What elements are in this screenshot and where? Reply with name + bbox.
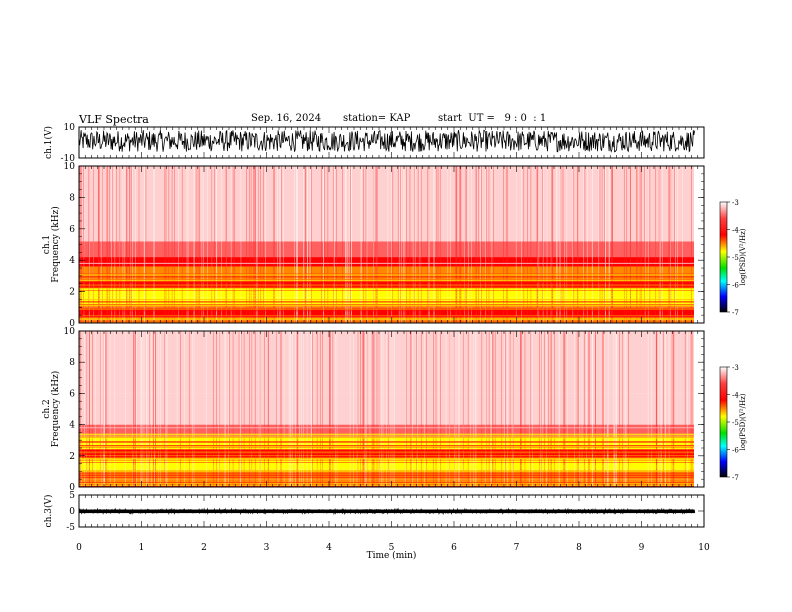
y-tick-label-0: 10 xyxy=(64,123,76,133)
colorbar-tick-label-1: -4 xyxy=(732,392,739,400)
y-axis-label: ch.1(V) xyxy=(43,126,54,159)
colorbar-1: -3 -4 -5 -6 -7 log(PSD)(V²/Hz) xyxy=(719,199,747,317)
colorbar-tick-label-2: -5 xyxy=(732,254,739,262)
y-ticks: 0 2 4 6 8 10 xyxy=(64,162,704,329)
y-tick-label-3: 6 xyxy=(69,225,75,235)
x-ticks xyxy=(78,166,705,323)
spectral-band-6 xyxy=(79,257,694,267)
y-ticks: 0 2 4 6 8 10 xyxy=(64,327,704,493)
y-tick-label-1: 2 xyxy=(69,452,75,462)
x-tick-label-1: 1 xyxy=(139,543,145,553)
y-tick-label-4: 8 xyxy=(69,358,75,368)
x-tick-label-6: 6 xyxy=(451,543,457,553)
y-tick-label-5: 10 xyxy=(64,162,76,172)
x-tick-label-0: 0 xyxy=(76,543,82,553)
spectral-band-0 xyxy=(79,316,694,323)
waveform-trace xyxy=(78,507,696,516)
x-ticks xyxy=(78,495,705,527)
x-tick-label-10: 10 xyxy=(698,543,710,553)
y-tick-label-1: -10 xyxy=(61,154,76,164)
colorbar-tick-label-0: -3 xyxy=(732,199,739,207)
x-ticks xyxy=(78,331,705,487)
colorbar-tick-label-2: -5 xyxy=(732,419,739,427)
spectral-band-8 xyxy=(79,166,694,242)
start-time-label: start UT = 9 : 0 : 1 xyxy=(438,113,547,124)
y-tick-label-1: 2 xyxy=(69,288,75,298)
colorbar-scale xyxy=(719,366,728,478)
ch1-waveform: 10 -10 ch.1(V) xyxy=(43,123,705,164)
x-tick-label-4: 4 xyxy=(326,543,332,553)
colorbar-scale xyxy=(719,201,728,313)
waveform-trace xyxy=(78,129,695,153)
y-tick-label-5: 10 xyxy=(64,327,76,337)
x-tick-label-7: 7 xyxy=(514,543,520,553)
x-ticks xyxy=(78,127,705,158)
y-axis-label-unit: Frequency (kHz) xyxy=(50,206,61,283)
colorbar-tick-label-4: -7 xyxy=(732,309,739,317)
ch1-spectrogram: 0 2 4 6 8 10 ch.1 Frequency (kHz) xyxy=(42,162,705,329)
date-label: Sep. 16, 2024 xyxy=(251,113,322,124)
x-axis-label: Time (min) xyxy=(367,550,417,561)
y-axis-label-unit: Frequency (kHz) xyxy=(50,371,61,448)
colorbar-tick-label-3: -6 xyxy=(732,447,739,455)
y-ticks: 5 0 -5 xyxy=(66,491,704,533)
spectral-texture xyxy=(79,331,694,488)
spectral-band-7 xyxy=(79,241,694,258)
y-ticks: 10 -10 xyxy=(61,123,704,164)
y-tick-label-2: 4 xyxy=(69,421,75,431)
ch2-spectrogram: 0 2 4 6 8 10 ch.2 Frequency (kHz) xyxy=(42,327,705,493)
station-label: station= KAP xyxy=(343,113,411,124)
colorbar-label: log(PSD)(V²/Hz) xyxy=(739,228,747,285)
chart-title: VLF Spectra xyxy=(79,113,149,126)
waveform-band xyxy=(79,509,695,514)
x-tick-label-9: 9 xyxy=(639,543,645,553)
colorbar-tick-label-4: -7 xyxy=(732,474,739,482)
spectral-texture xyxy=(79,166,694,324)
ch3-waveform: 5 0 -5 ch.3(V) xyxy=(43,491,705,533)
spectral-band-1 xyxy=(79,307,694,317)
y-tick-label-2: -5 xyxy=(66,523,75,533)
y-axis-label: ch.2 xyxy=(42,399,52,418)
x-tick-label-2: 2 xyxy=(201,543,207,553)
y-tick-label-0: 0 xyxy=(69,319,75,329)
y-axis-label: ch.1 xyxy=(42,235,52,254)
colorbar-label: log(PSD)(V²/Hz) xyxy=(739,393,747,450)
x-tick-label-5: 5 xyxy=(389,543,395,553)
y-tick-label-0: 0 xyxy=(69,483,75,493)
y-axis-label: ch.3(V) xyxy=(43,495,54,528)
colorbar-tick-label-0: -3 xyxy=(732,364,739,372)
x-tick-label-3: 3 xyxy=(264,543,270,553)
x-tick-label-8: 8 xyxy=(576,543,582,553)
y-tick-label-2: 4 xyxy=(69,256,75,266)
colorbar-tick-label-1: -4 xyxy=(732,227,739,235)
colorbar-tick-label-3: -6 xyxy=(732,282,739,290)
y-tick-label-0: 5 xyxy=(69,491,75,501)
y-tick-label-3: 6 xyxy=(69,389,75,399)
y-tick-label-1: 0 xyxy=(69,507,75,517)
y-tick-label-4: 8 xyxy=(69,193,75,203)
colorbar-2: -3 -4 -5 -6 -7 log(PSD)(V²/Hz) xyxy=(719,364,747,482)
